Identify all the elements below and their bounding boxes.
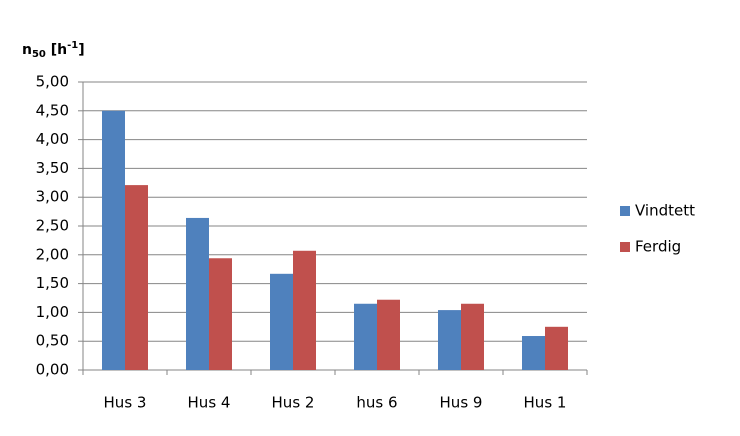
y-label-part: -1 — [67, 40, 78, 51]
y-label-part: ] — [78, 42, 84, 58]
y-tick-label: 0,00 — [36, 361, 69, 379]
bar — [125, 185, 148, 370]
x-tick-label: Hus 3 — [104, 394, 147, 412]
x-tick-label: Hus 2 — [272, 394, 315, 412]
y-tick-label: 1,50 — [36, 274, 69, 292]
x-tick-label: Hus 1 — [524, 394, 567, 412]
bar — [186, 217, 209, 370]
legend-swatch — [620, 242, 630, 252]
bar — [545, 326, 568, 370]
legend-swatch — [620, 206, 630, 216]
y-tick-label: 0,50 — [36, 332, 69, 350]
bar — [354, 303, 377, 370]
y-tick-label: 4,50 — [36, 101, 69, 119]
bar — [293, 250, 316, 370]
y-tick-label: 4,00 — [36, 130, 69, 148]
y-axis-label: n50 [h-1] — [22, 40, 85, 60]
y-tick-label: 2,50 — [36, 217, 69, 235]
legend-label: Ferdig — [635, 238, 681, 256]
bar — [102, 110, 125, 371]
y-label-part: 50 — [32, 49, 46, 60]
x-tick-label: Hus 9 — [440, 394, 483, 412]
bar — [461, 303, 484, 370]
y-tick-label: 1,00 — [36, 303, 69, 321]
y-tick-label: 3,50 — [36, 159, 69, 177]
x-tick-label: hus 6 — [356, 394, 397, 412]
y-tick-label: 2,00 — [36, 245, 69, 263]
bar — [438, 310, 461, 370]
bar — [209, 258, 232, 370]
bar — [522, 336, 545, 370]
bar — [270, 273, 293, 370]
legend-label: Vindtett — [635, 202, 695, 220]
y-label-part: n — [22, 42, 32, 58]
y-label-part: [h — [46, 42, 67, 58]
bar — [377, 299, 400, 370]
x-tick-label: Hus 4 — [188, 394, 231, 412]
y-tick-label: 3,00 — [36, 188, 69, 206]
y-tick-label: 5,00 — [36, 73, 69, 91]
